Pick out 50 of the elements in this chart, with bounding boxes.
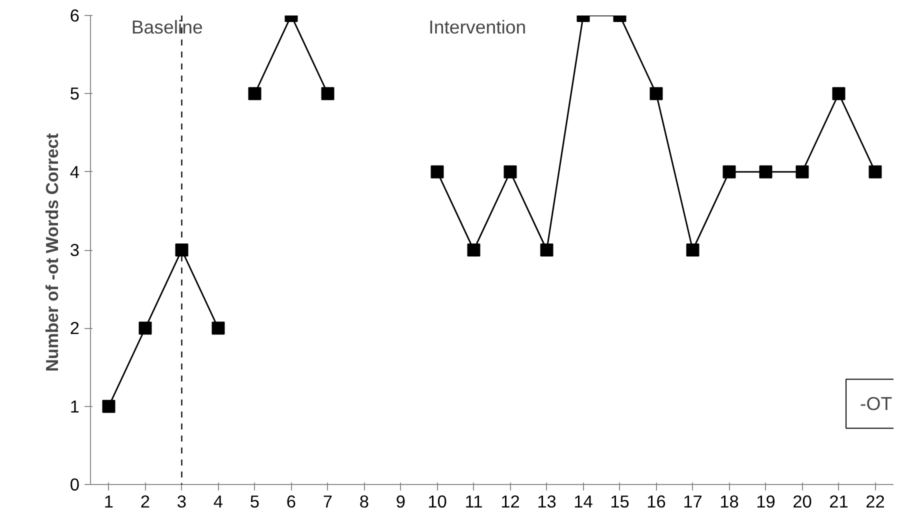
annotation: Baseline [131, 16, 203, 38]
point [430, 165, 444, 178]
x-tick-label: 18 [720, 492, 739, 512]
x-tick-label: 4 [213, 492, 224, 512]
x-tick-label: 22 [866, 492, 885, 512]
point [759, 165, 772, 178]
y-tick-label: 3 [70, 240, 80, 260]
point [540, 244, 554, 256]
annotation: -OT [860, 393, 892, 414]
point [650, 87, 663, 100]
point [138, 322, 152, 335]
x-tick-label: 9 [396, 492, 406, 512]
x-tick-label: 15 [610, 492, 630, 512]
point [102, 400, 116, 413]
x-tick-label: 13 [537, 492, 556, 512]
x-tick-label: 2 [140, 492, 150, 512]
point [467, 244, 480, 256]
point [868, 165, 882, 178]
point [212, 322, 225, 335]
y-axis-title: Number of -ot Words Correct [42, 132, 62, 372]
x-tick-label: 21 [829, 492, 848, 512]
y-tick-label: 5 [70, 84, 80, 104]
x-tick-label: 1 [104, 492, 114, 512]
y-tick-label: 1 [70, 396, 80, 416]
annotation: Intervention [428, 16, 526, 38]
x-tick-label: 7 [322, 492, 333, 512]
point [832, 87, 846, 100]
x-tick-label: 12 [500, 492, 520, 512]
point [321, 87, 334, 100]
x-tick-label: 14 [574, 492, 594, 512]
point [686, 244, 700, 256]
y-tick-label: 4 [70, 162, 80, 182]
point [248, 87, 262, 100]
x-tick-label: 17 [683, 492, 702, 512]
x-tick-label: 10 [428, 492, 447, 512]
point [796, 165, 809, 178]
point [722, 165, 736, 178]
x-tick-label: 20 [792, 492, 812, 512]
y-tick-label: 2 [70, 318, 80, 338]
point [504, 165, 517, 178]
y-tick-label: 6 [70, 6, 80, 26]
y-tick-label: 0 [70, 474, 80, 494]
x-tick-label: 11 [464, 492, 483, 512]
x-tick-label: 16 [646, 492, 666, 512]
x-tick-label: 6 [286, 492, 296, 512]
x-tick-label: 19 [756, 492, 776, 512]
x-tick-label: 3 [176, 492, 187, 512]
point [175, 244, 188, 256]
x-tick-label: 8 [359, 492, 370, 512]
x-tick-label: 5 [250, 492, 260, 512]
